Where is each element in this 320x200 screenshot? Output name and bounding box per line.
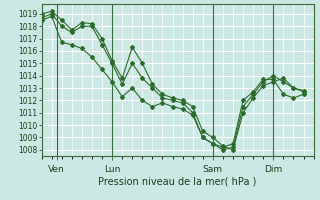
X-axis label: Pression niveau de la mer( hPa ): Pression niveau de la mer( hPa ) bbox=[99, 177, 257, 187]
